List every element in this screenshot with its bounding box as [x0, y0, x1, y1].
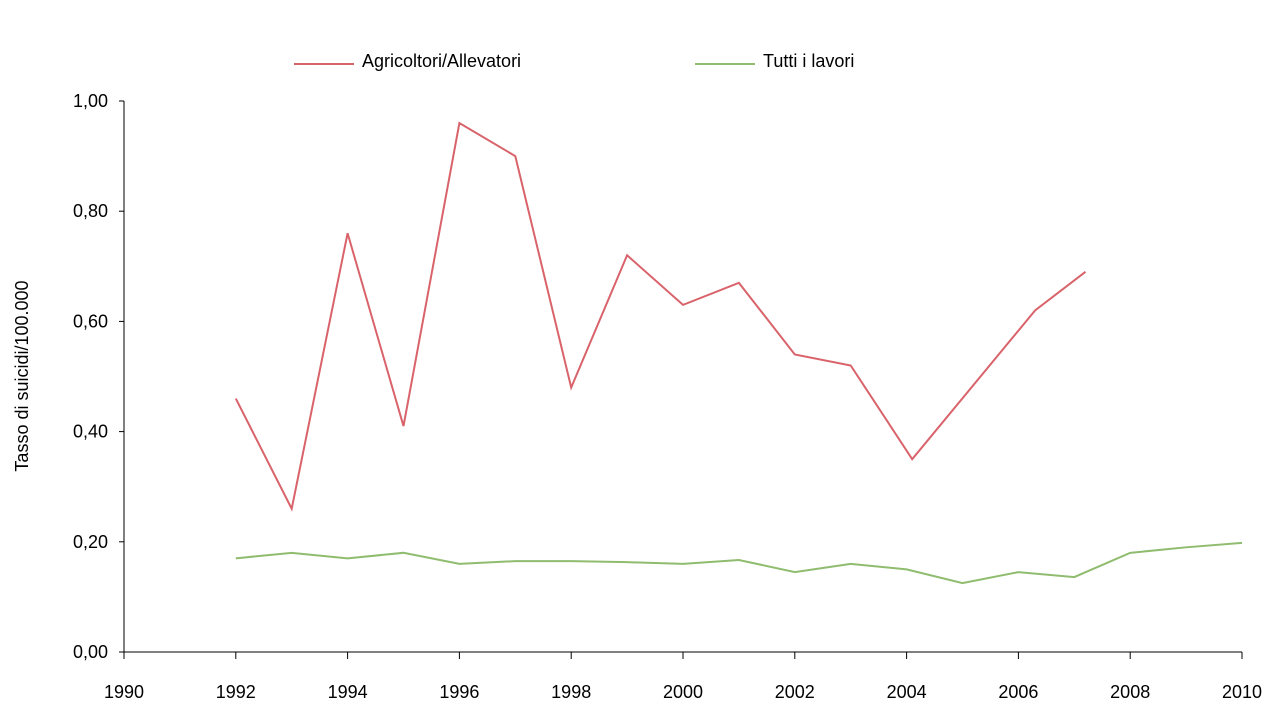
y-tick-label: 0,40 — [73, 422, 108, 442]
x-tick-label: 1996 — [439, 682, 479, 702]
legend-label: Tutti i lavori — [763, 51, 854, 71]
y-tick-label: 0,60 — [73, 311, 108, 331]
x-tick-label: 2010 — [1222, 682, 1262, 702]
y-axis-label: Tasso di suicidi/100.000 — [12, 280, 32, 471]
x-tick-label: 2000 — [663, 682, 703, 702]
legend: Agricoltori/Allevatori Tutti i lavori — [294, 51, 854, 71]
x-tick-label: 2002 — [775, 682, 815, 702]
x-tick-label: 1990 — [104, 682, 144, 702]
y-tick-label: 1,00 — [73, 91, 108, 111]
y-tick-label: 0,20 — [73, 532, 108, 552]
x-tick-label: 2008 — [1110, 682, 1150, 702]
axes: 0,00 0,20 0,40 0,60 0,80 1,00 1990 1992 1994 1996… — [73, 91, 1262, 702]
series-line-0 — [234, 121, 1087, 512]
x-tick-label: 2006 — [998, 682, 1038, 702]
x-tick-label: 2004 — [887, 682, 927, 702]
legend-label: Agricoltori/Allevatori — [362, 51, 521, 71]
series-line-1 — [235, 541, 1243, 585]
y-tick-label: 0,80 — [73, 201, 108, 221]
x-tick-label: 1994 — [328, 682, 368, 702]
y-tick-label: 0,00 — [73, 642, 108, 662]
x-tick-label: 1992 — [216, 682, 256, 702]
x-tick-label: 1998 — [551, 682, 591, 702]
series-group — [234, 121, 1243, 585]
